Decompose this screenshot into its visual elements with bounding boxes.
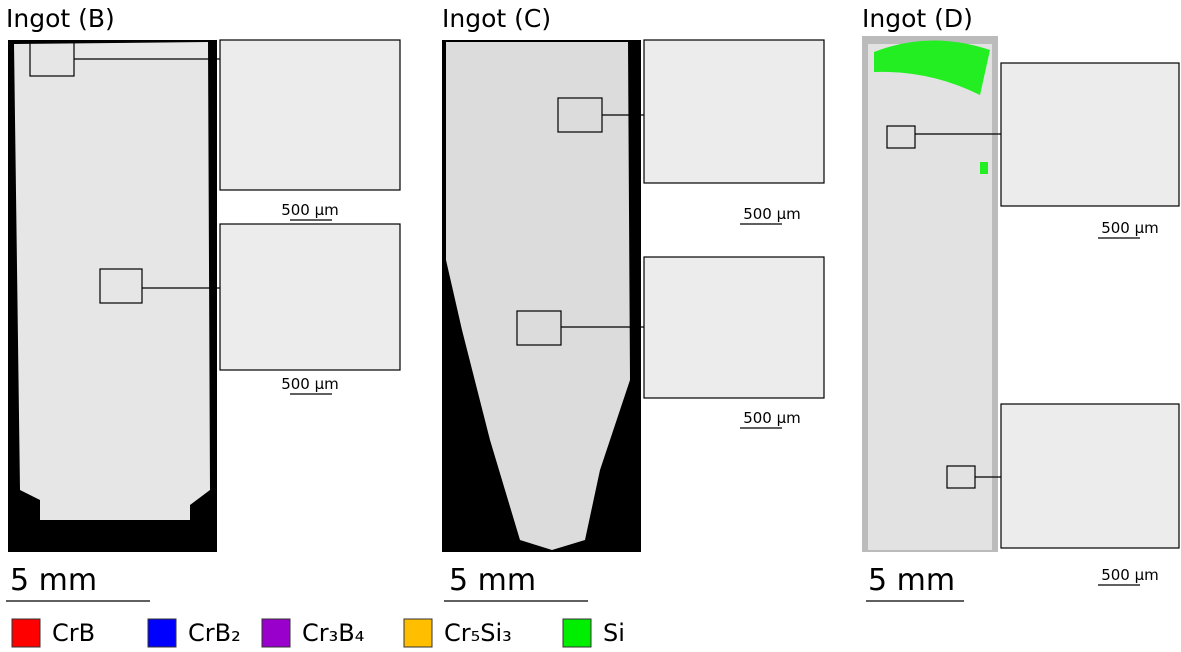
inset [643,39,825,184]
roi-box [886,125,916,149]
legend-label: CrB₂ [188,619,241,647]
legend-label: Cr₅Si₃ [444,619,512,647]
micrograph [868,44,992,550]
scale-label: 500 µm [743,409,801,427]
inset [219,223,401,371]
inset [1000,403,1180,549]
roi-box [99,268,143,304]
scale-label: 500 µm [1101,219,1159,237]
legend-swatch [403,618,433,648]
legend-swatch [562,618,592,648]
legend-swatch [147,618,177,648]
scale-label: 500 µm [281,375,339,393]
panel-title: Ingot (D) [862,4,973,33]
legend-label: Cr₃B₄ [302,619,364,647]
legend: CrB CrB₂ Cr₃B₄ Cr₅Si₃ Si [11,618,625,648]
panel-c: Ingot (C) 500 µm 500 µm 5 mm [442,4,825,602]
panel-d: Ingot (D) 500 µm 500 µm 5 mm [862,4,1180,602]
legend-swatch [261,618,291,648]
micrograph [446,42,630,550]
si-region [980,162,988,174]
scale-label: 5 mm [449,563,536,598]
inset [643,256,825,399]
inset [219,39,401,191]
panel-b: Ingot (B) 500 µm 500 µm 5 mm [6,4,401,602]
legend-swatch [11,618,41,648]
legend-label: Si [603,619,625,647]
scale-label: 500 µm [281,201,339,219]
scale-label: 5 mm [868,563,955,598]
scale-label: 500 µm [1101,566,1159,584]
roi-box [516,310,562,346]
scale-label: 5 mm [10,563,97,598]
inset [1000,62,1180,207]
legend-label: CrB [52,619,95,647]
micrograph [14,42,210,520]
scale-label: 500 µm [743,205,801,223]
si-region [874,40,990,95]
panel-title: Ingot (B) [6,4,115,33]
panel-title: Ingot (C) [442,4,551,33]
